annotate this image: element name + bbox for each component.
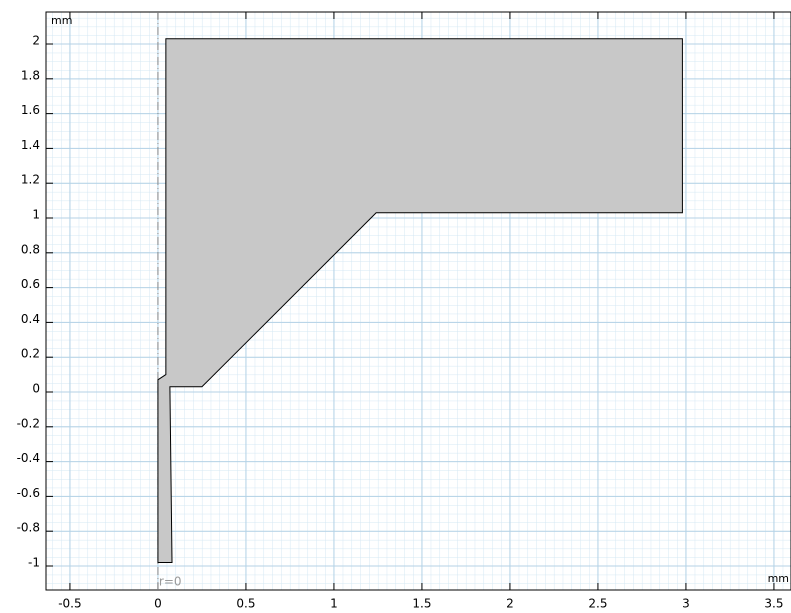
- annotation: r=0: [159, 575, 182, 589]
- y-unit: mm: [51, 14, 72, 27]
- y-tick-label: 1: [32, 208, 40, 222]
- y-tick-label: 1.4: [21, 138, 40, 152]
- x-tick-label: -0.5: [58, 597, 81, 611]
- geometry-domain: [157, 38, 683, 564]
- y-tick-label: -1: [28, 555, 40, 569]
- y-tick-label: -0.6: [17, 486, 40, 500]
- x-tick-label: 0: [154, 597, 162, 611]
- x-tick-label: 3.5: [764, 597, 783, 611]
- y-tick-label: 1.6: [21, 103, 40, 117]
- x-tick-label: 2: [506, 597, 514, 611]
- y-tick-label: 2: [32, 34, 40, 48]
- y-tick-label: 0.2: [21, 347, 40, 361]
- x-tick-label: 0.5: [236, 597, 255, 611]
- y-tick-label: 1.8: [21, 68, 40, 82]
- x-tick-label: 3: [682, 597, 690, 611]
- y-tick-label: 0.4: [21, 312, 40, 326]
- y-tick-label: -0.8: [17, 521, 40, 535]
- y-tick-label: -0.2: [17, 416, 40, 430]
- y-tick-label: 1.2: [21, 173, 40, 187]
- x-tick-label: 1: [330, 597, 338, 611]
- x-unit: mm: [768, 572, 789, 585]
- y-tick-label: -0.4: [17, 451, 40, 465]
- y-tick-label: 0.8: [21, 242, 40, 256]
- x-tick-label: 1.5: [412, 597, 431, 611]
- plot-frame: [45, 11, 791, 591]
- y-tick-label: 0: [32, 381, 40, 395]
- x-tick-label: 2.5: [588, 597, 607, 611]
- y-tick-label: 0.6: [21, 277, 40, 291]
